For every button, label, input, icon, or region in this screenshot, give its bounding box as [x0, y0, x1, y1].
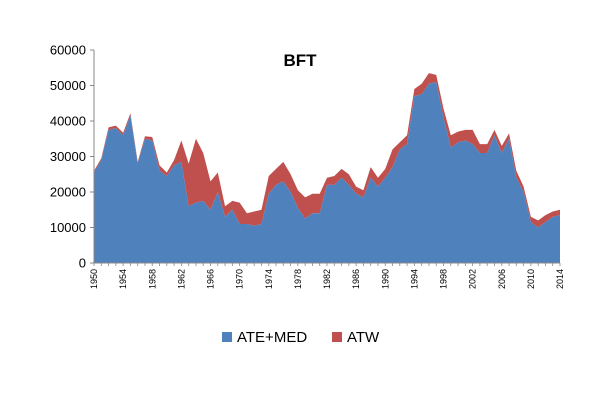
- legend-swatch-ate-med: [222, 332, 232, 342]
- x-tick-label: 2010: [526, 269, 536, 289]
- x-tick-label: 1982: [322, 269, 332, 289]
- legend-swatch-atw: [332, 332, 342, 342]
- y-tick-label: 40000: [50, 114, 86, 129]
- series-layer: [94, 73, 560, 263]
- x-tick-label: 1990: [380, 269, 390, 289]
- x-tick-label: 2006: [497, 269, 507, 289]
- y-tick-label: 0: [79, 256, 86, 271]
- legend-label-atw: ATW: [347, 329, 380, 346]
- x-tick-label: 1974: [264, 269, 274, 289]
- x-tick-label: 1998: [439, 269, 449, 289]
- y-tick-label: 10000: [50, 220, 86, 235]
- y-tick-labels: 0 10000 20000 30000 40000 50000 60000: [50, 43, 94, 271]
- y-tick-label: 60000: [50, 43, 86, 58]
- x-tick-label: 2014: [555, 269, 565, 289]
- x-tick-labels: 1950 1954 1958 1962 1966 1970 1974 1978 1982 1986…: [89, 263, 565, 289]
- x-tick-label: 1994: [409, 269, 419, 289]
- legend-label-ate-med: ATE+MED: [237, 329, 307, 346]
- x-tick-label: 1950: [89, 269, 99, 289]
- x-tick-label: 1978: [293, 269, 303, 289]
- x-tick-label: 1970: [235, 269, 245, 289]
- x-tick-label: 1954: [118, 269, 128, 289]
- y-tick-label: 30000: [50, 149, 86, 164]
- chart-title: BFT: [283, 51, 317, 70]
- y-tick-label: 20000: [50, 185, 86, 200]
- x-tick-label: 2002: [468, 269, 478, 289]
- x-tick-label: 1986: [351, 269, 361, 289]
- x-tick-label: 1958: [147, 269, 157, 289]
- legend: ATE+MED ATW: [222, 329, 380, 346]
- x-tick-label: 1962: [176, 269, 186, 289]
- area-series-ate-med: [94, 81, 560, 263]
- area-series-atw: [94, 73, 560, 228]
- y-tick-label: 50000: [50, 78, 86, 93]
- x-tick-label: 1966: [206, 269, 216, 289]
